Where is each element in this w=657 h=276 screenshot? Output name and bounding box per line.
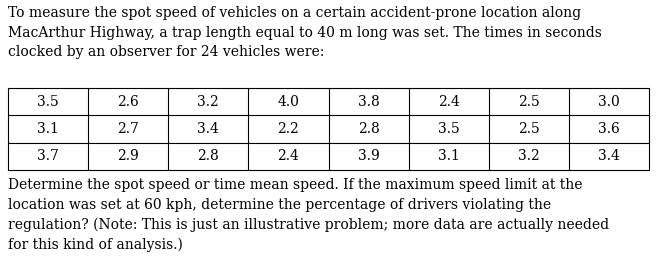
Text: 3.6: 3.6 (598, 122, 620, 136)
Text: 3.2: 3.2 (198, 95, 219, 109)
Text: 3.5: 3.5 (438, 122, 459, 136)
Text: 2.9: 2.9 (118, 149, 139, 163)
Text: 3.7: 3.7 (37, 149, 59, 163)
Text: 3.1: 3.1 (438, 149, 460, 163)
Text: 3.4: 3.4 (197, 122, 219, 136)
Text: Determine the spot speed or time mean speed. If the maximum speed limit at the
l: Determine the spot speed or time mean sp… (8, 178, 609, 252)
Text: 2.8: 2.8 (198, 149, 219, 163)
Text: 3.0: 3.0 (598, 95, 620, 109)
Bar (8, 88, 649, 170)
Text: 2.5: 2.5 (518, 122, 539, 136)
Text: 3.2: 3.2 (518, 149, 539, 163)
Text: 2.6: 2.6 (118, 95, 139, 109)
Text: 3.5: 3.5 (37, 95, 59, 109)
Text: 2.2: 2.2 (277, 122, 300, 136)
Text: 2.5: 2.5 (518, 95, 539, 109)
Text: 2.7: 2.7 (117, 122, 139, 136)
Text: 2.4: 2.4 (277, 149, 300, 163)
Text: 4.0: 4.0 (277, 95, 300, 109)
Text: 3.9: 3.9 (357, 149, 380, 163)
Text: 3.1: 3.1 (37, 122, 59, 136)
Text: 3.4: 3.4 (598, 149, 620, 163)
Text: 2.8: 2.8 (357, 122, 380, 136)
Text: To measure the spot speed of vehicles on a certain accident-prone location along: To measure the spot speed of vehicles on… (8, 6, 602, 59)
Text: 2.4: 2.4 (438, 95, 460, 109)
Text: 3.8: 3.8 (357, 95, 380, 109)
